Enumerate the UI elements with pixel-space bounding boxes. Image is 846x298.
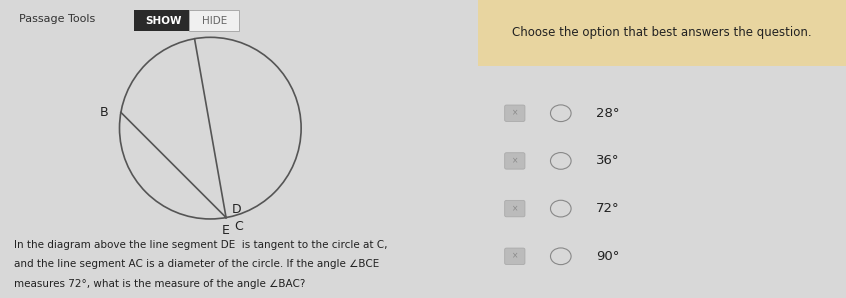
FancyBboxPatch shape (505, 248, 525, 265)
FancyBboxPatch shape (505, 105, 525, 122)
FancyBboxPatch shape (505, 153, 525, 169)
Text: ×: × (512, 109, 518, 118)
Text: 72°: 72° (596, 202, 619, 215)
Text: B: B (100, 106, 108, 119)
Text: and the line segment AC is a diameter of the circle. If the angle ∠BCE: and the line segment AC is a diameter of… (14, 259, 380, 269)
Text: ×: × (512, 252, 518, 261)
Text: SHOW: SHOW (146, 16, 182, 26)
FancyBboxPatch shape (189, 10, 239, 31)
Text: D: D (232, 203, 241, 215)
Text: E: E (222, 224, 230, 237)
Text: 28°: 28° (596, 107, 619, 120)
Text: A: A (190, 19, 199, 32)
Text: 36°: 36° (596, 154, 619, 167)
Text: 90°: 90° (596, 250, 619, 263)
Text: Passage Tools: Passage Tools (19, 14, 96, 24)
Text: ×: × (512, 204, 518, 213)
FancyBboxPatch shape (478, 0, 846, 66)
FancyBboxPatch shape (505, 201, 525, 217)
Text: measures 72°, what is the measure of the angle ∠BAC?: measures 72°, what is the measure of the… (14, 279, 305, 289)
Text: HIDE: HIDE (201, 16, 227, 26)
Text: In the diagram above the line segment DE  is tangent to the circle at C,: In the diagram above the line segment DE… (14, 240, 387, 250)
Text: C: C (234, 220, 244, 232)
FancyBboxPatch shape (134, 10, 194, 31)
Text: Choose the option that best answers the question.: Choose the option that best answers the … (512, 26, 812, 39)
Text: ×: × (512, 156, 518, 165)
